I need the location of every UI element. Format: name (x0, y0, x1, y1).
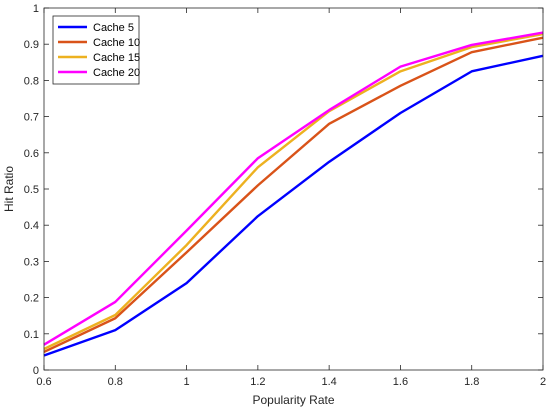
x-tick-label: 1.8 (464, 376, 479, 388)
x-tick-label: 0.8 (108, 376, 123, 388)
series-line-cache-5 (43, 54, 544, 357)
y-tick-label: 0.1 (24, 329, 39, 341)
series-line-cache-20 (43, 31, 544, 346)
series-layer (43, 31, 544, 357)
legend-label: Cache 10 (93, 37, 140, 49)
y-tick-label: 0.5 (24, 184, 39, 196)
y-tick-label: 0.8 (24, 75, 39, 87)
x-tick-label: 1.2 (250, 376, 265, 388)
series-line-cache-15 (43, 32, 544, 351)
x-tick-label: 1 (184, 376, 190, 388)
y-tick-label: 0.7 (24, 112, 39, 124)
legend-label: Cache 15 (93, 52, 140, 64)
y-tick-label: 0.9 (24, 39, 39, 51)
y-tick-label: 0.4 (24, 220, 39, 232)
y-tick-label: 1 (33, 3, 39, 15)
y-axis: 0 0.1 0.2 0.3 0.4 0.5 0.6 0.7 0.8 0.9 1 (24, 3, 543, 377)
y-tick-label: 0 (33, 365, 39, 377)
y-axis-label: Hit Ratio (2, 166, 16, 212)
x-axis: 0.6 0.8 1 1.2 1.4 1.6 1.8 2 (36, 8, 546, 388)
y-tick-label: 0.3 (24, 256, 39, 268)
x-tick-label: 1.6 (393, 376, 408, 388)
x-axis-label: Popularity Rate (252, 393, 334, 407)
y-tick-label: 0.6 (24, 148, 39, 160)
series-line-cache-10 (43, 36, 544, 353)
x-tick-label: 0.6 (36, 376, 51, 388)
legend-label: Cache 5 (93, 22, 134, 34)
y-tick-label: 0.2 (24, 293, 39, 305)
x-tick-label: 2 (540, 376, 546, 388)
legend-label: Cache 20 (93, 67, 140, 79)
legend: Cache 5 Cache 10 Cache 15 Cache 20 (52, 15, 140, 85)
x-tick-label: 1.4 (321, 376, 336, 388)
